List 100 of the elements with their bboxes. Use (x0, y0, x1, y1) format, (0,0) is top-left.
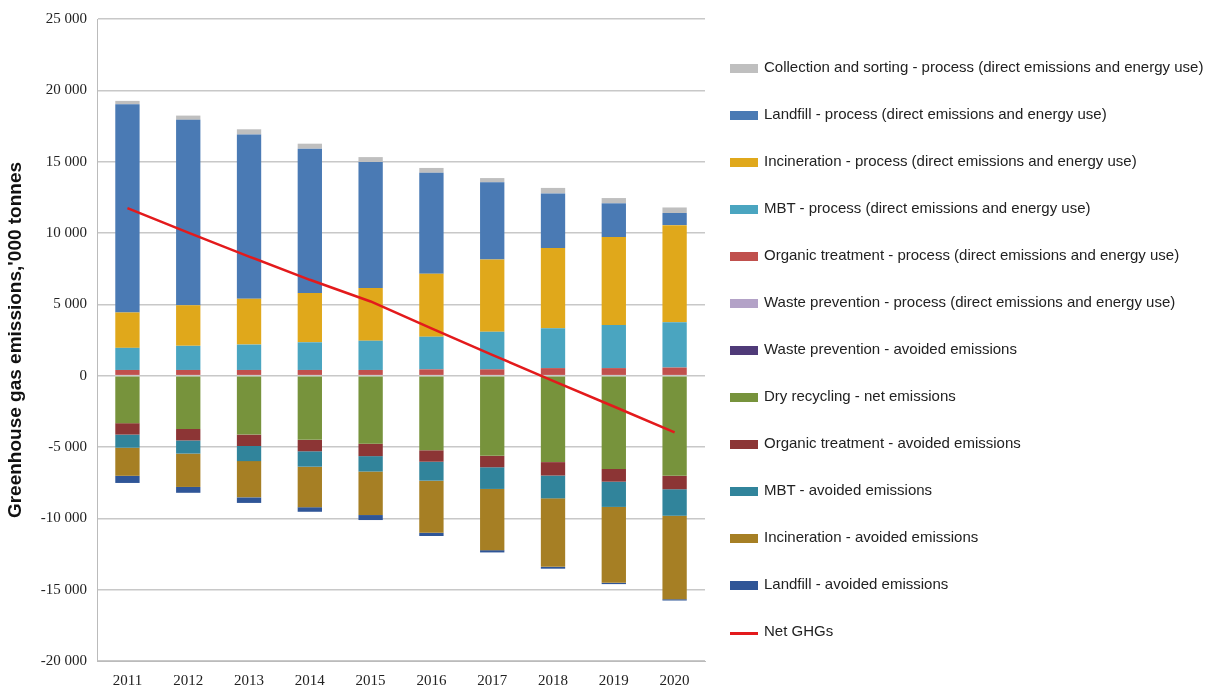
bar (601, 468, 626, 482)
bar (236, 369, 262, 375)
legend-label: Dry recycling - net emissions (764, 386, 956, 406)
bar (419, 376, 444, 451)
legend-label: Incineration - process (direct emissions and energy use) (764, 151, 1137, 171)
bar (115, 376, 140, 424)
bar (480, 182, 505, 260)
bar (601, 481, 626, 507)
bar (540, 462, 566, 476)
legend-label: Waste prevention - avoided emissions (764, 339, 1017, 359)
y-tick-label: -5 000 (48, 437, 88, 454)
bar (236, 344, 262, 370)
x-tick-label: 2011 (112, 671, 143, 688)
y-tick-label: 10 000 (45, 223, 88, 240)
bar (419, 461, 444, 481)
bar (419, 480, 444, 533)
bar (480, 455, 505, 468)
x-tick-label: 2019 (598, 671, 629, 688)
legend-label: Collection and sorting - process (direct emissions and energy use) (764, 57, 1204, 77)
x-tick-label: 2018 (538, 671, 569, 688)
bar (297, 507, 322, 512)
bar (540, 328, 566, 369)
bar (115, 475, 140, 483)
bar (480, 178, 505, 183)
bar (601, 198, 626, 204)
bar (176, 429, 201, 441)
bar (480, 259, 505, 332)
bar (176, 376, 201, 430)
bar (662, 515, 687, 600)
x-tick-label: 2015 (355, 671, 386, 688)
bar (419, 336, 444, 370)
bar (540, 248, 566, 329)
bar (358, 456, 383, 472)
x-tick-label: 2013 (234, 671, 265, 688)
bar (480, 331, 505, 370)
bar (601, 203, 626, 237)
bar (236, 446, 262, 462)
bar (419, 172, 444, 274)
bar (601, 237, 626, 326)
bar (297, 342, 322, 370)
bar (540, 498, 566, 567)
bar (176, 440, 201, 454)
bar (358, 471, 383, 516)
bar (419, 167, 444, 173)
bar (662, 213, 687, 226)
bar (115, 100, 140, 105)
bar (662, 376, 687, 476)
legend-label: Organic treatment - avoided emissions (764, 433, 1021, 453)
bar (176, 453, 201, 487)
bar (540, 376, 566, 463)
bar (115, 369, 140, 375)
bar (662, 207, 687, 214)
x-tick-label: 2016 (416, 671, 447, 688)
bar (419, 450, 444, 462)
bar (176, 115, 201, 120)
bar (358, 515, 383, 521)
legend-label: MBT - process (direct emissions and energy use) (764, 198, 1091, 218)
bar (480, 488, 505, 551)
bar (236, 461, 262, 498)
legend-label: Landfill - process (direct emissions and energy use) (764, 104, 1107, 124)
bar (236, 434, 262, 446)
y-tick-label: 15 000 (45, 152, 88, 169)
bar (358, 376, 383, 444)
bar (358, 340, 383, 370)
bar (297, 439, 322, 452)
bar (601, 325, 626, 369)
bar (297, 376, 322, 440)
bar (115, 434, 140, 448)
bar (540, 475, 566, 499)
bar (176, 119, 201, 306)
bar (236, 134, 262, 299)
bar (419, 369, 444, 375)
bar (601, 368, 626, 375)
bar (115, 312, 140, 348)
bar (115, 447, 140, 476)
bar (176, 486, 201, 493)
bar (115, 423, 140, 435)
legend-label: Waste prevention - process (direct emissions and energy use) (764, 292, 1176, 312)
bar (297, 466, 322, 508)
legend-label: MBT - avoided emissions (764, 480, 933, 500)
bar (419, 273, 444, 337)
bar (540, 368, 566, 375)
x-tick-label: 2017 (477, 671, 508, 688)
y-tick-label: -10 000 (40, 509, 88, 526)
bar (176, 305, 201, 346)
bar (358, 369, 383, 375)
bar (480, 467, 505, 489)
bar (297, 451, 322, 467)
bar (358, 162, 383, 288)
legend-label: Net GHGs (764, 621, 834, 641)
legend-label: Landfill - avoided emissions (764, 574, 949, 594)
y-tick-label: 0 (79, 366, 88, 383)
bar (115, 347, 140, 370)
legend-label: Organic treatment - process (direct emissions and energy use) (764, 245, 1180, 265)
bar (540, 193, 566, 249)
bar (419, 532, 444, 537)
bar (662, 322, 687, 368)
bar (297, 369, 322, 375)
y-tick-label: -20 000 (40, 651, 88, 668)
x-tick-label: 2020 (659, 671, 690, 688)
